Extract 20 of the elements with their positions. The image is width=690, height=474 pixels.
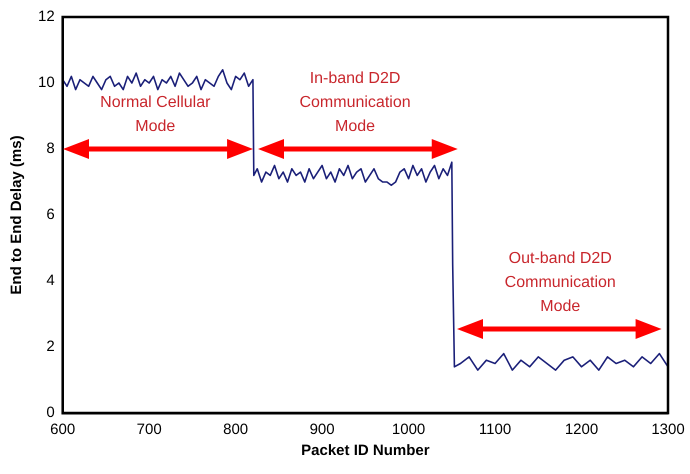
y-tick-label: 8	[46, 140, 55, 158]
x-tick-label: 700	[136, 421, 162, 438]
y-tick-label: 12	[38, 8, 55, 26]
x-tick-label: 1200	[564, 421, 598, 438]
x-axis-title: Packet ID Number	[301, 442, 430, 460]
y-tick-label: 10	[38, 74, 55, 92]
x-tick-label: 1100	[478, 421, 512, 438]
y-tick-label: 2	[46, 338, 55, 356]
x-tick-label: 1000	[392, 421, 426, 438]
y-tick-label: 4	[46, 272, 55, 290]
y-axis-title: End to End Delay (ms)	[8, 135, 26, 295]
x-tick-label: 600	[50, 421, 76, 438]
y-tick-label: 6	[46, 206, 55, 224]
annotation: Out-band D2D Communication Mode	[504, 248, 617, 317]
annotation: In-band D2D Communication Mode	[298, 68, 412, 137]
x-tick-label: 1300	[651, 421, 685, 438]
x-tick-label: 900	[310, 421, 335, 438]
annotation: Normal Cellular Mode	[99, 92, 212, 137]
y-tick-label: 0	[46, 404, 55, 422]
x-tick-label: 800	[223, 421, 248, 438]
